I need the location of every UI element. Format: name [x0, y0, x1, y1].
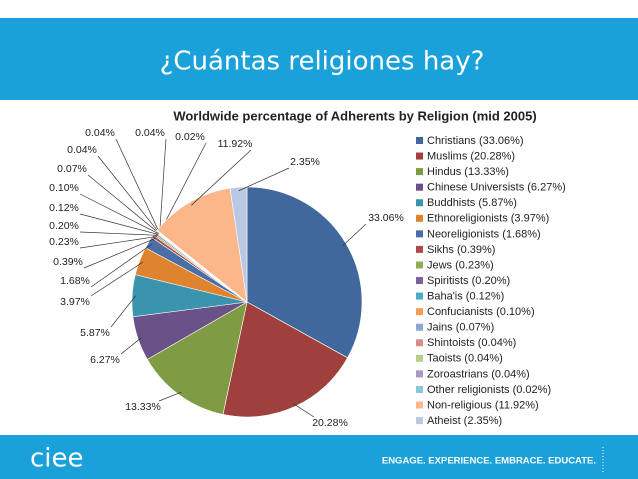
logo: ciee — [30, 444, 84, 474]
legend-label: Sikhs (0.39%) — [427, 244, 495, 256]
legend-label: Baha'is (0.12%) — [427, 291, 504, 303]
data-label: 0.20% — [49, 220, 79, 232]
data-label: 13.33% — [125, 401, 161, 413]
legend-swatch — [416, 261, 423, 269]
legend-swatch — [416, 370, 423, 378]
slide-title: ¿Cuántas religiones hay? — [160, 47, 485, 77]
legend-swatch — [416, 323, 423, 331]
leader-line — [191, 149, 252, 206]
pie-slice — [146, 301, 248, 415]
legend-label: Shintoists (0.04%) — [427, 337, 516, 349]
legend-swatch — [416, 308, 423, 316]
legend-swatch — [416, 183, 423, 191]
leader-line — [238, 167, 290, 192]
leader-line — [115, 138, 160, 233]
legend-swatch — [416, 245, 423, 253]
leader-line — [159, 138, 167, 233]
legend-swatch — [416, 199, 423, 207]
data-label: 0.04% — [67, 144, 97, 156]
data-label: 2.35% — [290, 156, 320, 168]
pie-slice — [246, 186, 363, 359]
data-label: 11.92% — [218, 138, 253, 150]
leader-line — [79, 193, 159, 235]
data-label: 0.39% — [53, 256, 83, 268]
legend-swatch — [416, 354, 423, 362]
legend-label: Muslims (20.28%) — [427, 150, 515, 162]
data-label: 3.97% — [60, 296, 90, 308]
data-label: 0.12% — [49, 202, 79, 214]
legend-label: Hindus (13.33%) — [427, 166, 509, 178]
data-label: 6.27% — [90, 354, 120, 366]
leader-line — [120, 337, 142, 355]
leader-line — [110, 295, 136, 328]
legend-swatch — [416, 385, 423, 393]
legend-label: Jains (0.07%) — [427, 322, 494, 334]
legend-label: Atheist (2.35%) — [427, 415, 502, 427]
legend-swatch — [416, 230, 423, 238]
legend-swatch — [416, 339, 423, 347]
chart-title: Worldwide percentage of Adherents by Rel… — [173, 108, 536, 123]
legend-swatch — [416, 168, 423, 176]
data-label: 20.28% — [312, 417, 348, 429]
data-label: 0.07% — [57, 163, 87, 175]
legend-swatch — [416, 417, 423, 425]
data-label: 0.10% — [49, 182, 79, 194]
legend-swatch — [416, 292, 423, 300]
data-label: 5.87% — [80, 327, 110, 339]
legend-label: Ethnoreligionists (3.97%) — [427, 213, 549, 225]
legend-label: Jews (0.23%) — [427, 259, 494, 271]
legend-swatch — [416, 152, 423, 160]
leader-line — [342, 223, 367, 246]
leader-line — [79, 236, 157, 249]
tagline: ENGAGE. EXPERIENCE. EMBRACE. EDUCATE. — [382, 456, 596, 467]
data-label: 0.23% — [49, 236, 79, 248]
leader-line — [158, 391, 182, 402]
data-label: 1.68% — [60, 275, 90, 287]
pie-slice — [156, 187, 248, 303]
data-label: 33.06% — [368, 212, 404, 224]
legend-label: Confucianists (0.10%) — [427, 306, 535, 318]
legend-label: Other religionists (0.02%) — [427, 384, 551, 396]
legend-label: Chinese Universists (6.27%) — [427, 182, 566, 194]
leader-line — [87, 174, 160, 234]
leader-line — [79, 213, 159, 235]
legend-swatch — [416, 277, 423, 285]
legend-swatch — [416, 214, 423, 222]
legend-label: Taoists (0.04%) — [427, 353, 503, 365]
data-label: 0.02% — [175, 131, 205, 143]
legend-label: Christians (33.06%) — [427, 135, 524, 147]
leader-line — [90, 244, 152, 288]
legend-label: Zoroastrians (0.04%) — [427, 368, 530, 380]
leader-line — [79, 231, 158, 236]
legend-swatch — [416, 137, 423, 144]
leader-line — [159, 142, 207, 233]
pie-slice — [222, 301, 348, 418]
legend-label: Buddhists (5.87%) — [427, 197, 517, 209]
leader-line — [292, 403, 315, 418]
footer-band — [0, 435, 638, 479]
legend-swatch — [416, 401, 423, 409]
legend-label: Spiritists (0.20%) — [427, 275, 510, 287]
leader-line — [97, 155, 160, 234]
header-band — [0, 18, 638, 100]
leader-line — [90, 261, 143, 297]
legend-label: Non-religious (11.92%) — [427, 399, 539, 411]
data-label: 0.04% — [135, 127, 165, 139]
legend-label: Neoreligionists (1.68%) — [427, 228, 541, 240]
leader-line — [83, 237, 156, 269]
data-label: 0.04% — [85, 127, 115, 139]
